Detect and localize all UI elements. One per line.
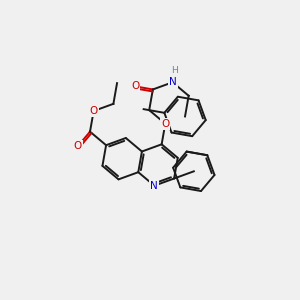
Text: O: O xyxy=(161,118,170,129)
Text: H: H xyxy=(171,66,178,75)
Text: O: O xyxy=(89,106,98,116)
Text: N: N xyxy=(169,77,176,87)
Text: N: N xyxy=(151,181,158,191)
Text: O: O xyxy=(74,141,82,151)
Text: O: O xyxy=(131,81,140,92)
